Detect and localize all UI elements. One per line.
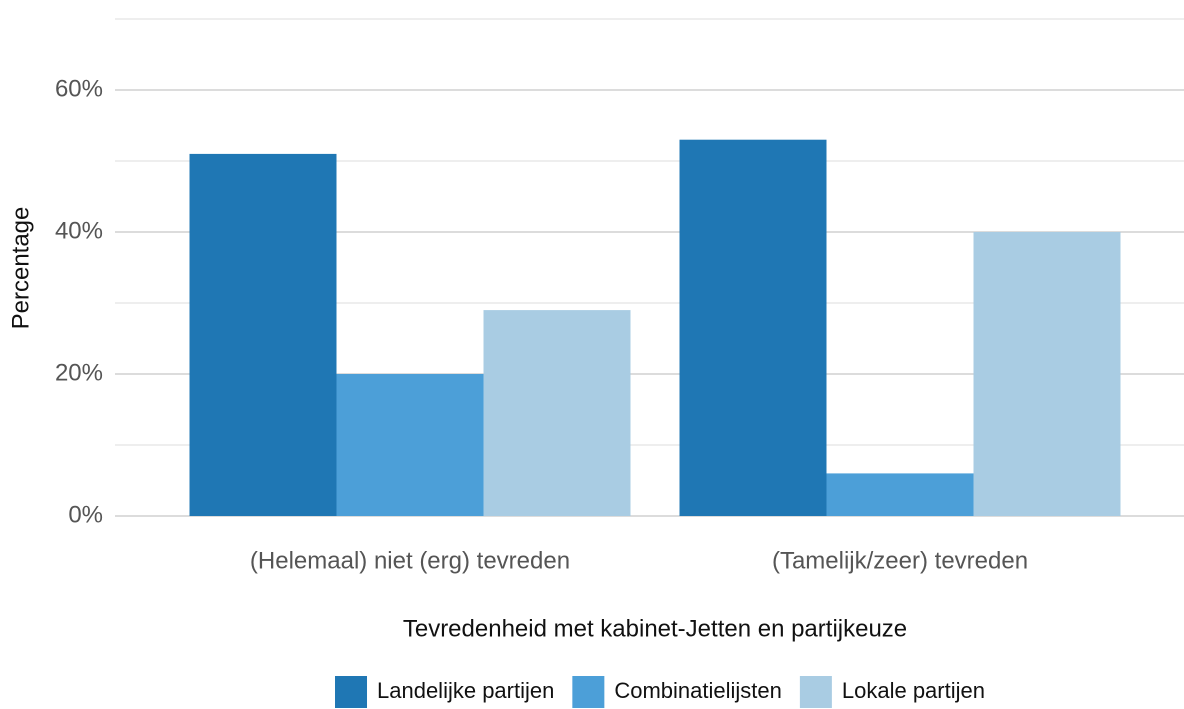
legend-swatch xyxy=(335,676,368,708)
bar xyxy=(189,153,337,516)
legend-swatch xyxy=(799,676,832,708)
legend-swatch xyxy=(572,676,605,708)
x-axis-title: Tevredenheid met kabinet-Jetten en parti… xyxy=(403,615,907,642)
legend-label: Combinatielijsten xyxy=(614,678,782,703)
x-tick-label: (Helemaal) niet (erg) tevreden xyxy=(250,547,570,574)
bar xyxy=(973,232,1121,516)
bar xyxy=(483,310,631,516)
bar xyxy=(826,473,974,516)
x-tick-label: (Tamelijk/zeer) tevreden xyxy=(772,547,1028,574)
bar xyxy=(336,374,484,516)
legend-label: Lokale partijen xyxy=(842,678,985,703)
bar xyxy=(679,139,827,516)
y-axis-title: Percentage xyxy=(7,207,34,330)
y-tick-label: 0% xyxy=(68,501,103,528)
y-tick-label: 20% xyxy=(55,359,103,386)
legend-label: Landelijke partijen xyxy=(377,678,554,703)
y-tick-label: 40% xyxy=(55,217,103,244)
y-tick-label: 60% xyxy=(55,75,103,102)
